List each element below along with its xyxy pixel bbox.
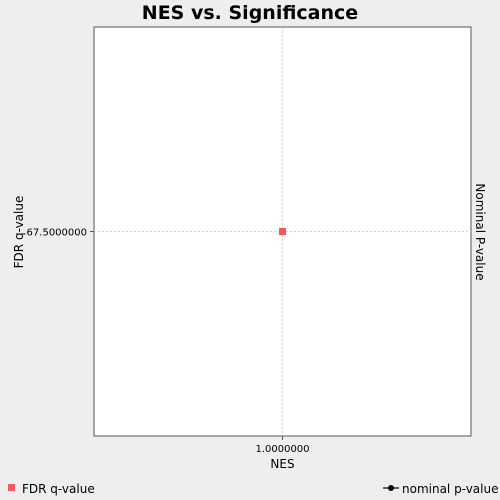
legend-circle-marker	[388, 485, 394, 491]
y-tick-label: 67.5000000	[27, 228, 87, 239]
x-axis-label: NES	[270, 457, 294, 471]
data-marks	[279, 228, 286, 235]
legend-label-nominal: nominal p-value	[402, 482, 498, 496]
legend: FDR q-value nominal p-value	[8, 482, 498, 496]
chart-title: NES vs. Significance	[142, 2, 358, 24]
y-axis-label: FDR q-value	[12, 196, 26, 269]
legend-label-fdr: FDR q-value	[22, 482, 95, 496]
legend-square-marker	[8, 484, 15, 491]
data-point-fdr-q-value	[279, 228, 286, 235]
legend-item-nominal: nominal p-value	[383, 482, 498, 496]
legend-item-fdr: FDR q-value	[8, 482, 95, 496]
y2-axis-label: Nominal P-value	[473, 183, 487, 280]
x-tick-label: 1.0000000	[255, 444, 309, 455]
